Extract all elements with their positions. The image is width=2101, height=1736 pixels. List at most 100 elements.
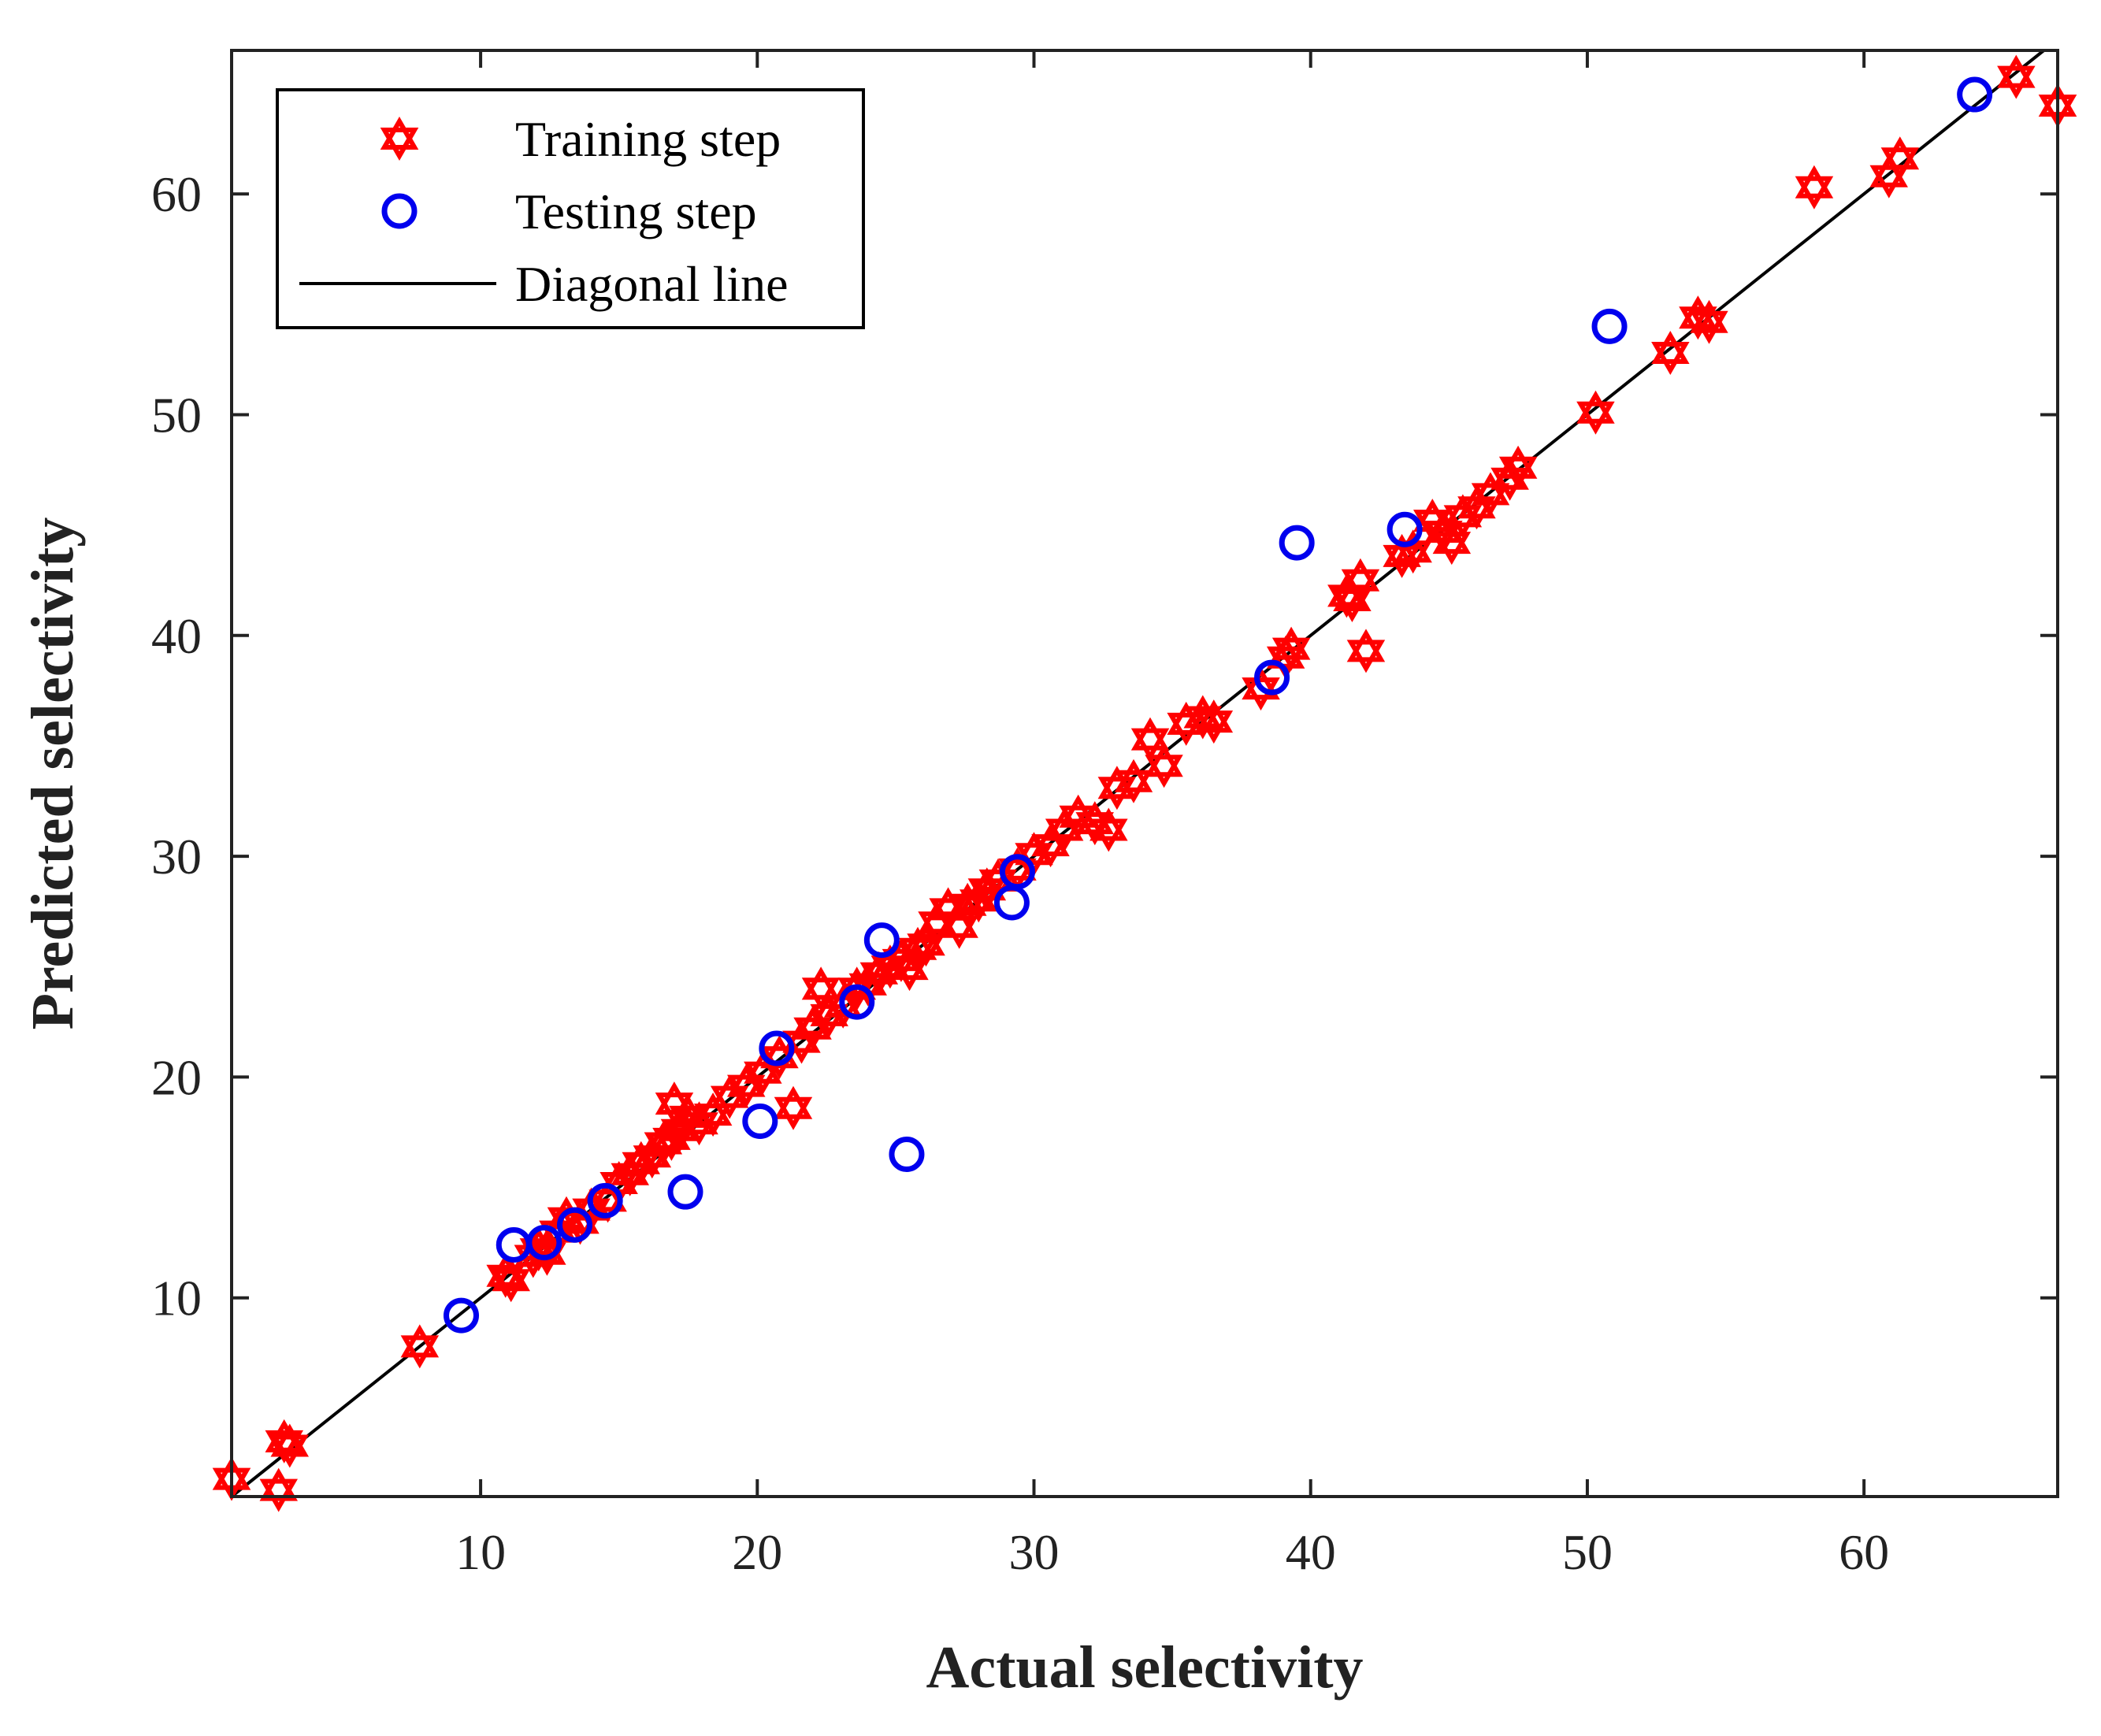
testing-point [1386, 511, 1423, 547]
legend-training-marker-tri-down [380, 128, 419, 161]
training-point-tri-down [793, 1017, 832, 1051]
training-point-tri-down [669, 1105, 707, 1139]
y-tick-label: 50 [151, 388, 202, 443]
training-point-tri-down [400, 1335, 440, 1369]
legend-label: Diagonal line [515, 256, 789, 312]
legend-testing-marker [381, 193, 418, 229]
y-tick-label: 60 [151, 166, 202, 222]
y-tick-label: 20 [151, 1049, 202, 1105]
training-point-tri-up [837, 966, 877, 1000]
training-point [1576, 390, 1615, 435]
training-point [1346, 629, 1386, 673]
testing-point [1957, 76, 1993, 113]
training-point [1114, 759, 1153, 803]
training-point [1130, 717, 1170, 762]
x-tick-label: 60 [1839, 1524, 1889, 1580]
x-tick-label: 10 [455, 1524, 506, 1580]
training-point [1471, 472, 1510, 517]
training-point [774, 1085, 813, 1130]
training-point-tri-up [1194, 699, 1234, 733]
training-point [907, 922, 945, 967]
training-point-tri-down [1471, 483, 1510, 517]
training-point-tri-down [486, 1264, 525, 1298]
legend-label: Testing step [515, 184, 757, 239]
training-point-tri-down [1341, 569, 1380, 603]
training-point-tri-down [1114, 770, 1153, 803]
training-point-tri-down [1679, 306, 1717, 340]
testing-point [587, 1182, 623, 1219]
training-point-tri-up [652, 1116, 691, 1150]
training-point [1880, 136, 1920, 181]
training-point-tri-up [400, 1324, 440, 1358]
training-point [1498, 445, 1538, 490]
training-point-tri-down [1333, 589, 1372, 623]
training-point-tri-up [492, 1258, 531, 1292]
training-point-tri-up [744, 1050, 782, 1084]
training-point-tri-up [774, 1085, 813, 1119]
legend-box [276, 88, 865, 329]
training-point-tri-up [1341, 558, 1380, 592]
x-tick-label: 50 [1562, 1524, 1613, 1580]
training-point-tri-up [1145, 744, 1183, 777]
training-point [1651, 330, 1690, 376]
training-point-tri-down [1145, 755, 1183, 788]
training-point-tri-down [1690, 310, 1728, 344]
legend-label: Training step [515, 111, 781, 167]
training-point-tri-down [940, 915, 978, 949]
training-point-tri-down [492, 1269, 531, 1303]
training-point-tri-up [1130, 717, 1170, 751]
training-point-tri-up [823, 984, 863, 1018]
training-point [270, 1423, 309, 1468]
training-point-tri-down [1271, 637, 1311, 671]
training-point [1690, 299, 1728, 344]
training-point-tri-up [801, 966, 841, 1000]
testing-point [667, 1174, 703, 1210]
training-point-tri-up [693, 1092, 733, 1126]
legend: Training step Testing step Diagonal line [276, 88, 865, 329]
training-point [492, 1258, 531, 1303]
training-point-tri-down [1443, 505, 1483, 539]
y-tick-label: 30 [151, 829, 202, 885]
testing-point [444, 1297, 480, 1334]
training-point-tri-down [1795, 176, 1834, 210]
plot-frame [230, 49, 2059, 1498]
training-point [801, 966, 841, 1011]
training-point [400, 1324, 440, 1369]
training-point-tri-down [270, 1434, 309, 1468]
training-point-tri-down [882, 948, 921, 982]
x-axis-title: Actual selectivity [926, 1634, 1363, 1701]
testing-point [1279, 525, 1315, 561]
training-point-tri-up [1795, 165, 1834, 198]
training-point-tri-down [726, 1074, 766, 1108]
testing-point [999, 854, 1035, 890]
training-point-tri-up [1242, 666, 1280, 700]
testing-point [557, 1207, 593, 1243]
training-point-tri-down [1183, 706, 1222, 740]
y-tick-label: 40 [151, 608, 202, 664]
training-point-tri-up [1498, 445, 1538, 479]
testing-point [742, 1103, 778, 1139]
testing-point [889, 1137, 925, 1173]
training-point-tri-down [1576, 401, 1615, 435]
training-point-tri-up [907, 922, 945, 956]
testing-point [1254, 659, 1290, 696]
training-point [1089, 807, 1128, 852]
training-point-tri-up [948, 882, 987, 916]
x-tick-label: 20 [732, 1524, 782, 1580]
x-tick-label: 40 [1286, 1524, 1336, 1580]
training-point [259, 1467, 299, 1512]
training-point-tri-up [1271, 626, 1311, 660]
training-point [1194, 699, 1234, 744]
training-point-tri-down [710, 1085, 749, 1119]
training-point-tri-down [810, 1003, 848, 1037]
training-point-tri-down [1089, 818, 1128, 852]
training-point-tri-down [1346, 640, 1386, 673]
training-point-tri-down [1194, 710, 1234, 744]
training-point-tri-up [259, 1467, 299, 1501]
plot-area [212, 49, 2077, 1512]
training-point-tri-up [998, 847, 1037, 881]
training-point-tri-up [1394, 529, 1432, 563]
training-point-tri-down [259, 1478, 299, 1512]
testing-point [526, 1225, 562, 1261]
